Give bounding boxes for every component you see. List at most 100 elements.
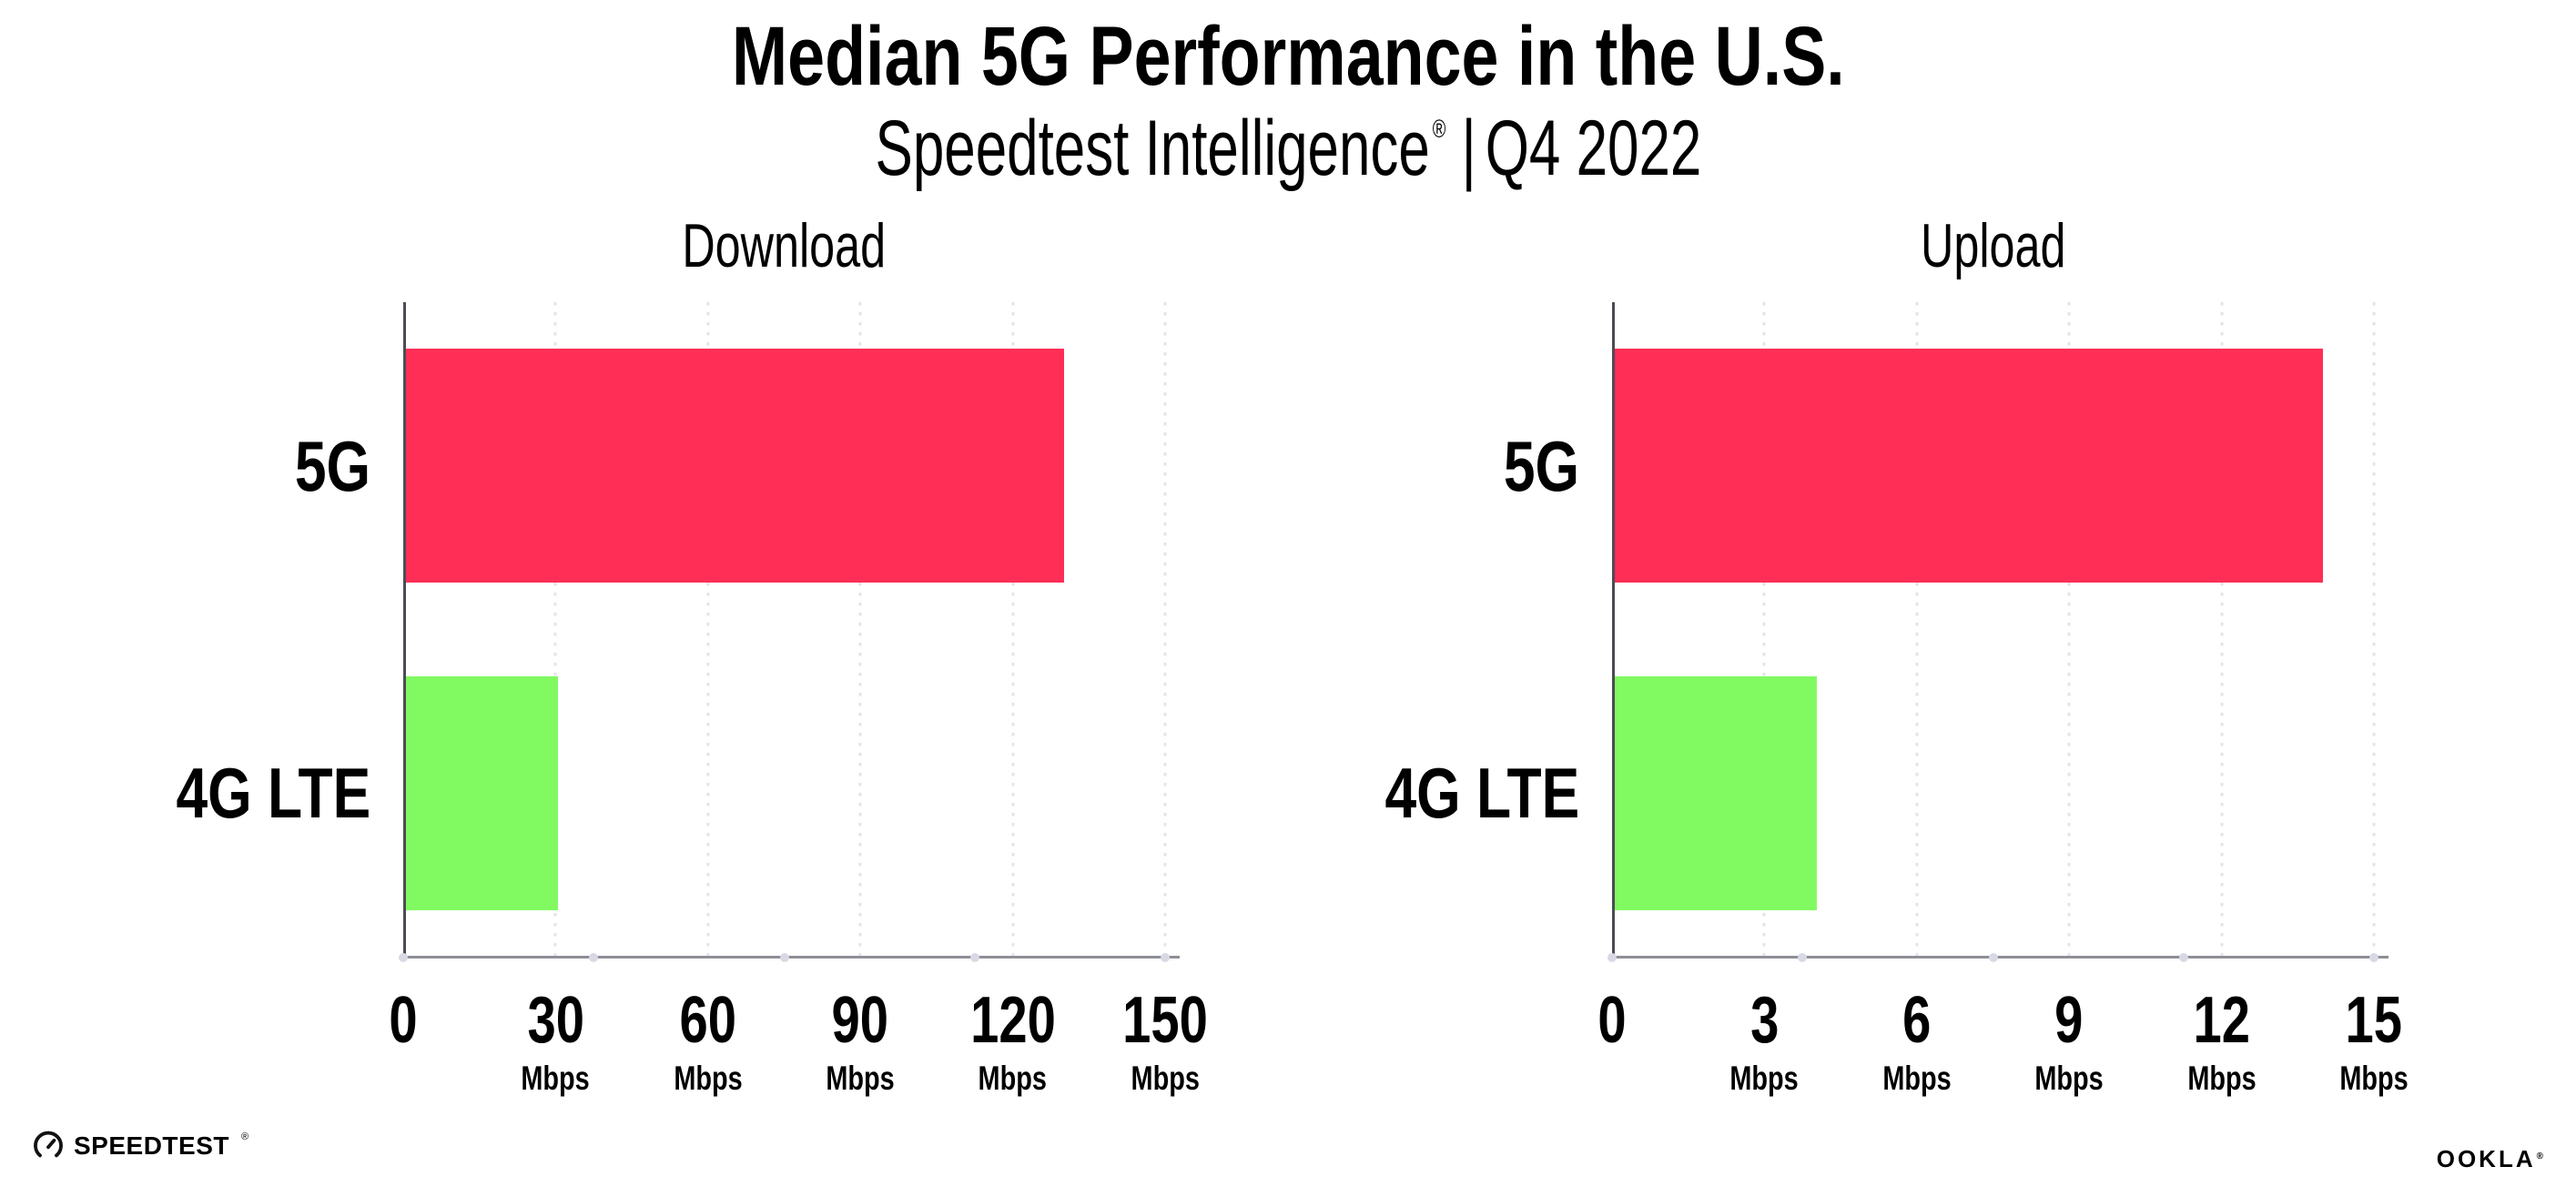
speedtest-logo-text: SPEEDTEST [74, 1131, 229, 1160]
axis-tick-dot [589, 953, 599, 962]
x-tick-value-text: 30 [527, 984, 584, 1057]
axis-tick-dot [779, 953, 789, 962]
y-label-5g: 5G [1485, 431, 1579, 502]
gridline-30-mbps [553, 302, 557, 960]
x-tick-unit: Mbps [2177, 1061, 2266, 1095]
y-label-5g: 5G [276, 431, 370, 502]
y-axis-line [1612, 302, 1615, 957]
y-label-text: 4G LTE [176, 753, 370, 834]
axis-tick-dot [1988, 953, 1998, 962]
x-tick-value: 6 [1872, 988, 1961, 1053]
x-tick-value-text: 90 [831, 984, 889, 1057]
x-tick-unit-text: Mbps [2186, 1060, 2257, 1097]
ookla-registered-mark: ® [2536, 1151, 2546, 1161]
bar-rows [403, 302, 1165, 957]
gridline-120-mbps [1011, 302, 1015, 960]
subtitle-brand: Speedtest Intelligence [875, 105, 1430, 192]
x-tick-unit: Mbps [512, 1061, 600, 1095]
x-tick-value-text: 60 [679, 984, 737, 1057]
axis-tick-dot [969, 953, 979, 962]
bar-5g [1615, 349, 2324, 583]
bar-row-5g [1615, 302, 2374, 630]
x-tick-unit: Mbps [816, 1061, 905, 1095]
registered-trademark-icon: ® [1432, 114, 1445, 143]
chart-title-text: Upload [1920, 211, 2066, 280]
axis-tick-dot [2369, 953, 2378, 962]
x-tick-unit-text: Mbps [2339, 1060, 2409, 1097]
x-tick-value-text: 12 [2193, 984, 2250, 1057]
x-tick-unit-text: Mbps [521, 1060, 591, 1097]
bar-row-4g-lte [406, 630, 1165, 958]
x-tick-value-text: 0 [389, 984, 418, 1057]
plot-area [399, 302, 1180, 962]
chart-title-upload: Upload [1612, 215, 2374, 277]
x-tick-unit-text: Mbps [978, 1060, 1048, 1097]
x-tick-value: 9 [2025, 988, 2114, 1053]
gridline-90-mbps [858, 302, 862, 960]
speedtest-gauge-icon [33, 1131, 64, 1161]
x-tick-unit: Mbps [664, 1061, 752, 1095]
gridline-3-mbps [1762, 302, 1766, 960]
chart-title-download: Download [403, 215, 1165, 277]
y-label-4g-lte: 4G LTE [1336, 757, 1579, 828]
x-tick-unit: Mbps [1720, 1061, 1809, 1095]
x-tick-value: 3 [1720, 988, 1809, 1053]
x-tick-value: 0 [1594, 988, 1630, 1053]
x-tick-30: 30 Mbps [512, 988, 600, 1095]
x-tick-unit-text: Mbps [1729, 1060, 1800, 1097]
x-tick-value: 15 [2330, 988, 2419, 1053]
gridline-60-mbps [706, 302, 710, 960]
subtitle-separator: | [1461, 105, 1476, 192]
x-tick-0: 0 [1594, 988, 1630, 1053]
x-tick-value-text: 9 [2054, 984, 2084, 1057]
x-tick-120: 120 Mbps [958, 988, 1068, 1095]
gridline-6-mbps [1915, 302, 1919, 960]
speedtest-logo: SPEEDTEST ® [33, 1131, 249, 1161]
x-tick-9: 9 Mbps [2025, 988, 2114, 1095]
page-subtitle: Speedtest Intelligence ® | Q4 2022 [0, 109, 2576, 188]
x-tick-unit: Mbps [1872, 1061, 1961, 1095]
x-tick-value: 150 [1111, 988, 1220, 1053]
x-tick-unit: Mbps [2025, 1061, 2114, 1095]
x-axis-line [1610, 956, 2388, 959]
axis-tick-dot [1607, 953, 1617, 962]
x-tick-unit: Mbps [1111, 1061, 1220, 1095]
axis-tick-dot [1161, 953, 1170, 962]
axis-tick-dot [2178, 953, 2188, 962]
gridline-150-mbps [1163, 302, 1167, 960]
chart-download: Download 5G 4G LTE 0 30 Mbps 60 Mbps 90 Mbps 120 Mb… [176, 215, 1208, 1095]
y-axis-line [403, 302, 406, 957]
bar-rows [1612, 302, 2374, 957]
axis-tick-dot [399, 953, 408, 962]
speedtest-registered-mark: ® [240, 1131, 249, 1142]
x-tick-15: 15 Mbps [2330, 988, 2419, 1095]
ookla-logo-text: OOKLA [2436, 1145, 2536, 1172]
x-tick-value: 90 [816, 988, 905, 1053]
x-tick-0: 0 [385, 988, 421, 1053]
x-tick-12: 12 Mbps [2177, 988, 2266, 1095]
bar-row-5g [406, 302, 1165, 630]
x-tick-value: 12 [2177, 988, 2266, 1053]
x-tick-150: 150 Mbps [1111, 988, 1220, 1095]
bar-5g [406, 349, 1064, 583]
page-title: Median 5G Performance in the U.S. [0, 15, 2576, 98]
x-tick-90: 90 Mbps [816, 988, 905, 1095]
x-tick-value-text: 3 [1749, 984, 1780, 1057]
x-tick-unit-text: Mbps [1131, 1060, 1200, 1097]
x-tick-value-text: 0 [1597, 984, 1627, 1057]
chart-title-text: Download [682, 211, 887, 280]
x-tick-unit-text: Mbps [1882, 1060, 1952, 1097]
x-tick-unit-text: Mbps [826, 1060, 895, 1097]
x-tick-value-text: 120 [969, 984, 1056, 1057]
y-label-text: 5G [1503, 425, 1579, 506]
x-tick-unit-text: Mbps [674, 1060, 743, 1097]
bar-4g-lte [1615, 675, 1818, 910]
y-label-text: 4G LTE [1384, 753, 1579, 834]
chart-upload: Upload 5G 4G LTE 0 3 Mbps 6 Mbps 9 Mbps 12 Mbps 15 Mb… [1384, 215, 2408, 1095]
x-tick-value: 30 [512, 988, 600, 1053]
x-tick-60: 60 Mbps [664, 988, 752, 1095]
x-tick-value: 120 [958, 988, 1068, 1053]
axis-tick-dot [1798, 953, 1808, 962]
x-tick-3: 3 Mbps [1720, 988, 1809, 1095]
